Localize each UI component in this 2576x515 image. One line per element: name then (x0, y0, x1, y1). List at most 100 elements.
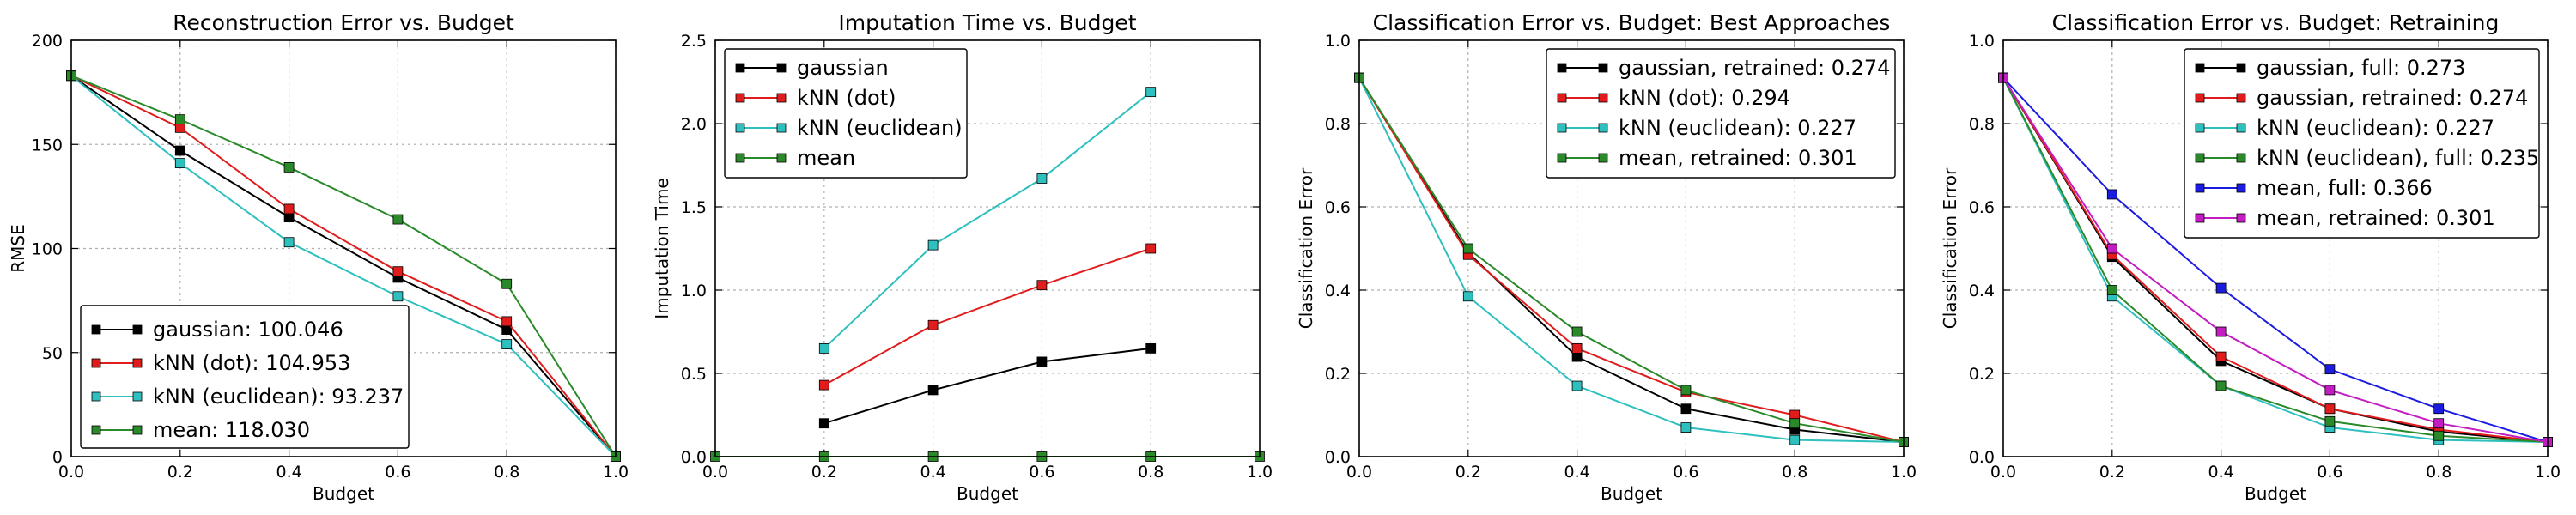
chart-title: Classification Error vs. Budget: Best Ap… (1373, 10, 1891, 35)
data-point (2106, 285, 2117, 295)
series-2 (818, 243, 1157, 391)
plot-frame (1358, 39, 1905, 457)
x-tick-label: 0.2 (1455, 463, 1481, 482)
legend-item: kNN (euclidean): 0.227 (2195, 116, 2494, 140)
x-tick-label: 0.0 (58, 463, 84, 482)
legend-label: kNN (euclidean): 0.227 (2257, 116, 2494, 140)
legend-marker (2195, 183, 2205, 193)
legend-label: kNN (euclidean): 93.237 (153, 385, 404, 409)
data-point (927, 385, 939, 396)
legend-box (2184, 48, 2540, 239)
x-tick-label: 0.8 (1782, 463, 1807, 482)
legend-marker (1598, 123, 1608, 133)
legend-label: kNN (dot): 0.294 (1619, 86, 1790, 110)
series-line (2002, 77, 2549, 444)
series-line (1358, 77, 1905, 444)
x-tick-label: 0.0 (1990, 463, 2016, 482)
y-tick-label: 0 (52, 448, 63, 467)
chart-1: 0.0 0.2 0.4 0.6 0.8 1.0 0 50 100 150 200 Reconstruc… (8, 10, 629, 504)
legend-marker (1598, 63, 1608, 73)
legend-marker (776, 123, 787, 133)
x-tick-label: 0.4 (276, 463, 301, 482)
x-tick-label: 1.0 (1891, 463, 1917, 482)
legend: gaussian kNN (dot) kNN (euclidean) mean (724, 48, 968, 179)
data-point (2215, 282, 2227, 294)
x-tick-label: 1.0 (2535, 463, 2561, 482)
legend-marker (776, 93, 787, 103)
y-axis-label: Imputation Time (652, 178, 672, 318)
legend-marker (735, 93, 745, 103)
series-line (823, 247, 1151, 386)
data-point (174, 158, 185, 168)
chart-2: 0.0 0.2 0.4 0.6 0.8 1.0 0.0 0.5 1.0 1.5 2.0 2.5 Impu… (652, 10, 1273, 504)
legend-marker (735, 123, 745, 133)
y-tick-label: 0.0 (1325, 448, 1351, 467)
data-point (283, 162, 295, 173)
legend-marker (132, 358, 143, 368)
series-line (2002, 77, 2549, 444)
legend-marker (2236, 123, 2246, 133)
data-point (818, 342, 829, 354)
series-line (2002, 76, 2549, 443)
legend-item: mean, retrained: 0.301 (1557, 146, 1857, 170)
legend-marker (91, 391, 101, 402)
legend-marker (735, 63, 745, 73)
series-line (1358, 77, 1905, 443)
data-point (818, 379, 829, 391)
legend-label: kNN (euclidean) (797, 116, 963, 140)
data-point (283, 237, 295, 248)
x-tick-label: 0.0 (1346, 463, 1372, 482)
x-tick-label: 1.0 (1247, 463, 1273, 482)
legend-label: gaussian, retrained: 0.274 (2257, 86, 2528, 110)
legend: gaussian, full: 0.273 gaussian, retrained… (2184, 48, 2540, 239)
data-point (2433, 430, 2445, 441)
data-point (392, 214, 404, 225)
y-axis-label: Classification Error (1296, 167, 1316, 329)
series-line (2002, 77, 2549, 444)
series-line (70, 75, 617, 457)
data-point (2215, 326, 2227, 337)
legend-box (1546, 48, 1896, 179)
y-tick-label: 0.2 (1325, 365, 1351, 384)
legend-item: kNN (euclidean): 0.227 (1557, 116, 1856, 140)
y-tick-label: 0.0 (681, 448, 707, 467)
series-line (823, 347, 1151, 425)
y-tick-label: 0.6 (1325, 198, 1351, 217)
x-tick-label: 0.8 (1138, 463, 1163, 482)
y-tick-label: 0.2 (1969, 365, 1995, 384)
legend-box (80, 305, 410, 449)
legend-marker (2195, 63, 2205, 73)
data-point (1036, 280, 1048, 291)
data-point (1145, 243, 1157, 254)
legend-marker (2195, 153, 2205, 163)
y-tick-label: 100 (32, 240, 63, 259)
y-tick-label: 1.0 (1969, 32, 1995, 51)
data-point (2324, 385, 2336, 396)
series-line (70, 75, 617, 457)
legend-marker (776, 153, 787, 163)
x-tick-label: 0.8 (2426, 463, 2451, 482)
legend-label: mean (797, 146, 855, 170)
series-line (2002, 77, 2549, 444)
legend-item: mean: 118.030 (91, 418, 310, 442)
legend-marker (2236, 63, 2246, 73)
x-tick-label: 0.6 (1673, 463, 1698, 482)
data-point (174, 114, 185, 125)
legend-marker (2236, 183, 2246, 193)
chart-3: 0.0 0.2 0.4 0.6 0.8 1.0 0.0 0.2 0.4 0.6 0.8 1.0 Clas… (1296, 10, 1917, 504)
x-tick-label: 0.2 (2099, 463, 2125, 482)
legend-label: mean, retrained: 0.301 (1619, 146, 1857, 170)
series-line (1358, 77, 1905, 444)
data-point (2215, 351, 2227, 362)
data-point (2324, 364, 2336, 375)
legend-marker (1598, 93, 1608, 103)
legend-marker (2236, 153, 2246, 163)
data-point (1462, 291, 1473, 302)
y-tick-label: 0.6 (1969, 198, 1995, 217)
data-point (392, 291, 404, 302)
legend-label: mean: 118.030 (153, 418, 310, 442)
data-point (1789, 434, 1801, 445)
plot-frame (70, 39, 617, 457)
data-point (1036, 356, 1048, 367)
x-tick-label: 0.4 (2208, 463, 2233, 482)
